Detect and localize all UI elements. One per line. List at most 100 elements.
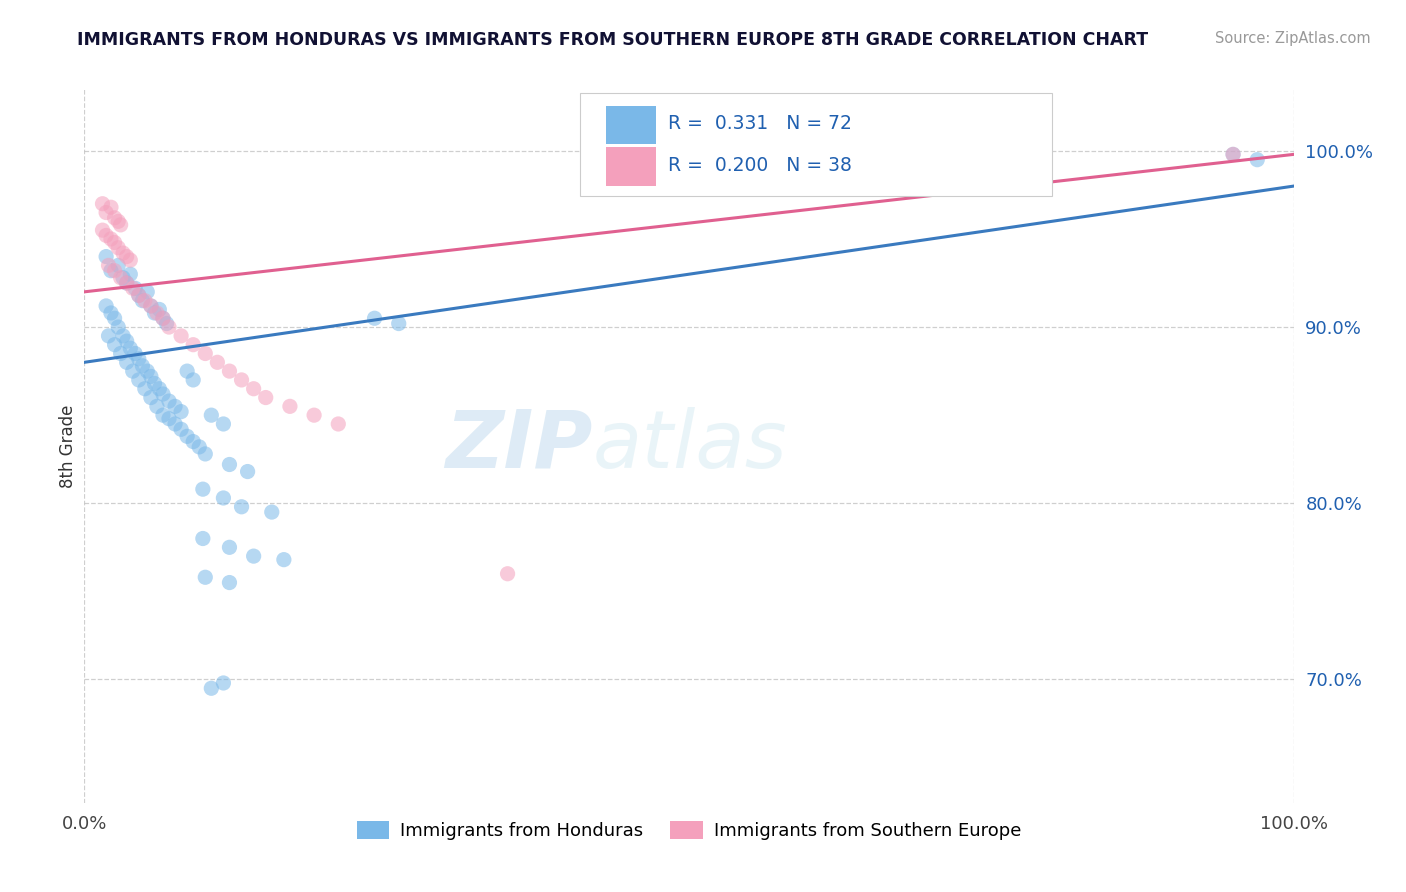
Point — [139, 299, 162, 313]
Point — [496, 566, 519, 581]
Point — [212, 491, 235, 505]
Point — [200, 681, 222, 696]
Point — [157, 411, 180, 425]
Point — [212, 676, 235, 690]
Point — [121, 364, 143, 378]
Point — [236, 465, 259, 479]
Point — [107, 214, 129, 228]
Point — [194, 447, 217, 461]
Point — [155, 317, 177, 331]
Point — [139, 299, 162, 313]
Point — [100, 306, 122, 320]
Point — [124, 346, 146, 360]
Point — [254, 391, 277, 405]
Point — [110, 218, 132, 232]
Point — [152, 311, 174, 326]
Y-axis label: 8th Grade: 8th Grade — [59, 404, 77, 488]
Point — [128, 351, 150, 366]
Text: Source: ZipAtlas.com: Source: ZipAtlas.com — [1215, 31, 1371, 46]
Point — [100, 232, 122, 246]
Point — [188, 440, 211, 454]
Point — [152, 387, 174, 401]
Point — [91, 196, 114, 211]
Point — [120, 253, 142, 268]
Point — [100, 263, 122, 277]
Point — [104, 235, 127, 250]
Point — [181, 373, 204, 387]
Point — [157, 320, 180, 334]
Point — [94, 299, 117, 313]
Point — [110, 346, 132, 360]
Text: ZIP: ZIP — [444, 407, 592, 485]
Point — [136, 285, 159, 299]
Text: atlas: atlas — [592, 407, 787, 485]
Point — [152, 311, 174, 326]
Point — [1246, 153, 1268, 167]
Text: R =  0.331   N = 72: R = 0.331 N = 72 — [668, 114, 852, 133]
Point — [94, 228, 117, 243]
Point — [136, 364, 159, 378]
Point — [1222, 147, 1244, 161]
Point — [146, 306, 169, 320]
Point — [218, 541, 240, 555]
Point — [363, 311, 385, 326]
Point — [131, 293, 153, 308]
Point — [94, 205, 117, 219]
Point — [170, 422, 193, 436]
Point — [388, 317, 411, 331]
Point — [148, 382, 170, 396]
Point — [115, 276, 138, 290]
Point — [191, 532, 214, 546]
Point — [302, 408, 325, 422]
Point — [107, 259, 129, 273]
Point — [218, 364, 240, 378]
Legend: Immigrants from Honduras, Immigrants from Southern Europe: Immigrants from Honduras, Immigrants fro… — [350, 814, 1028, 847]
Point — [170, 404, 193, 418]
Point — [218, 575, 240, 590]
Point — [242, 549, 264, 563]
Point — [143, 376, 166, 391]
Point — [120, 341, 142, 355]
Point — [110, 270, 132, 285]
Point — [328, 417, 350, 431]
Text: IMMIGRANTS FROM HONDURAS VS IMMIGRANTS FROM SOUTHERN EUROPE 8TH GRADE CORRELATIO: IMMIGRANTS FROM HONDURAS VS IMMIGRANTS F… — [77, 31, 1149, 49]
Point — [146, 400, 169, 414]
Point — [139, 369, 162, 384]
Point — [115, 250, 138, 264]
Point — [91, 223, 114, 237]
Point — [115, 334, 138, 348]
Point — [112, 329, 135, 343]
Point — [273, 552, 295, 566]
Point — [104, 263, 127, 277]
Point — [128, 288, 150, 302]
Point — [120, 267, 142, 281]
Point — [97, 259, 120, 273]
Point — [134, 382, 156, 396]
Point — [97, 329, 120, 343]
Text: R =  0.200   N = 38: R = 0.200 N = 38 — [668, 156, 852, 175]
Point — [278, 400, 301, 414]
Point — [104, 311, 127, 326]
Point — [176, 429, 198, 443]
FancyBboxPatch shape — [606, 147, 657, 186]
Point — [112, 270, 135, 285]
Point — [194, 346, 217, 360]
Point — [231, 373, 253, 387]
Point — [107, 320, 129, 334]
FancyBboxPatch shape — [581, 93, 1052, 196]
Point — [112, 246, 135, 260]
Point — [170, 329, 193, 343]
Point — [181, 434, 204, 449]
Point — [124, 281, 146, 295]
Point — [191, 482, 214, 496]
Point — [104, 211, 127, 225]
Point — [260, 505, 283, 519]
Point — [212, 417, 235, 431]
Point — [100, 200, 122, 214]
FancyBboxPatch shape — [606, 105, 657, 145]
Point — [1222, 147, 1244, 161]
Point — [231, 500, 253, 514]
Point — [121, 281, 143, 295]
Point — [207, 355, 229, 369]
Point — [139, 391, 162, 405]
